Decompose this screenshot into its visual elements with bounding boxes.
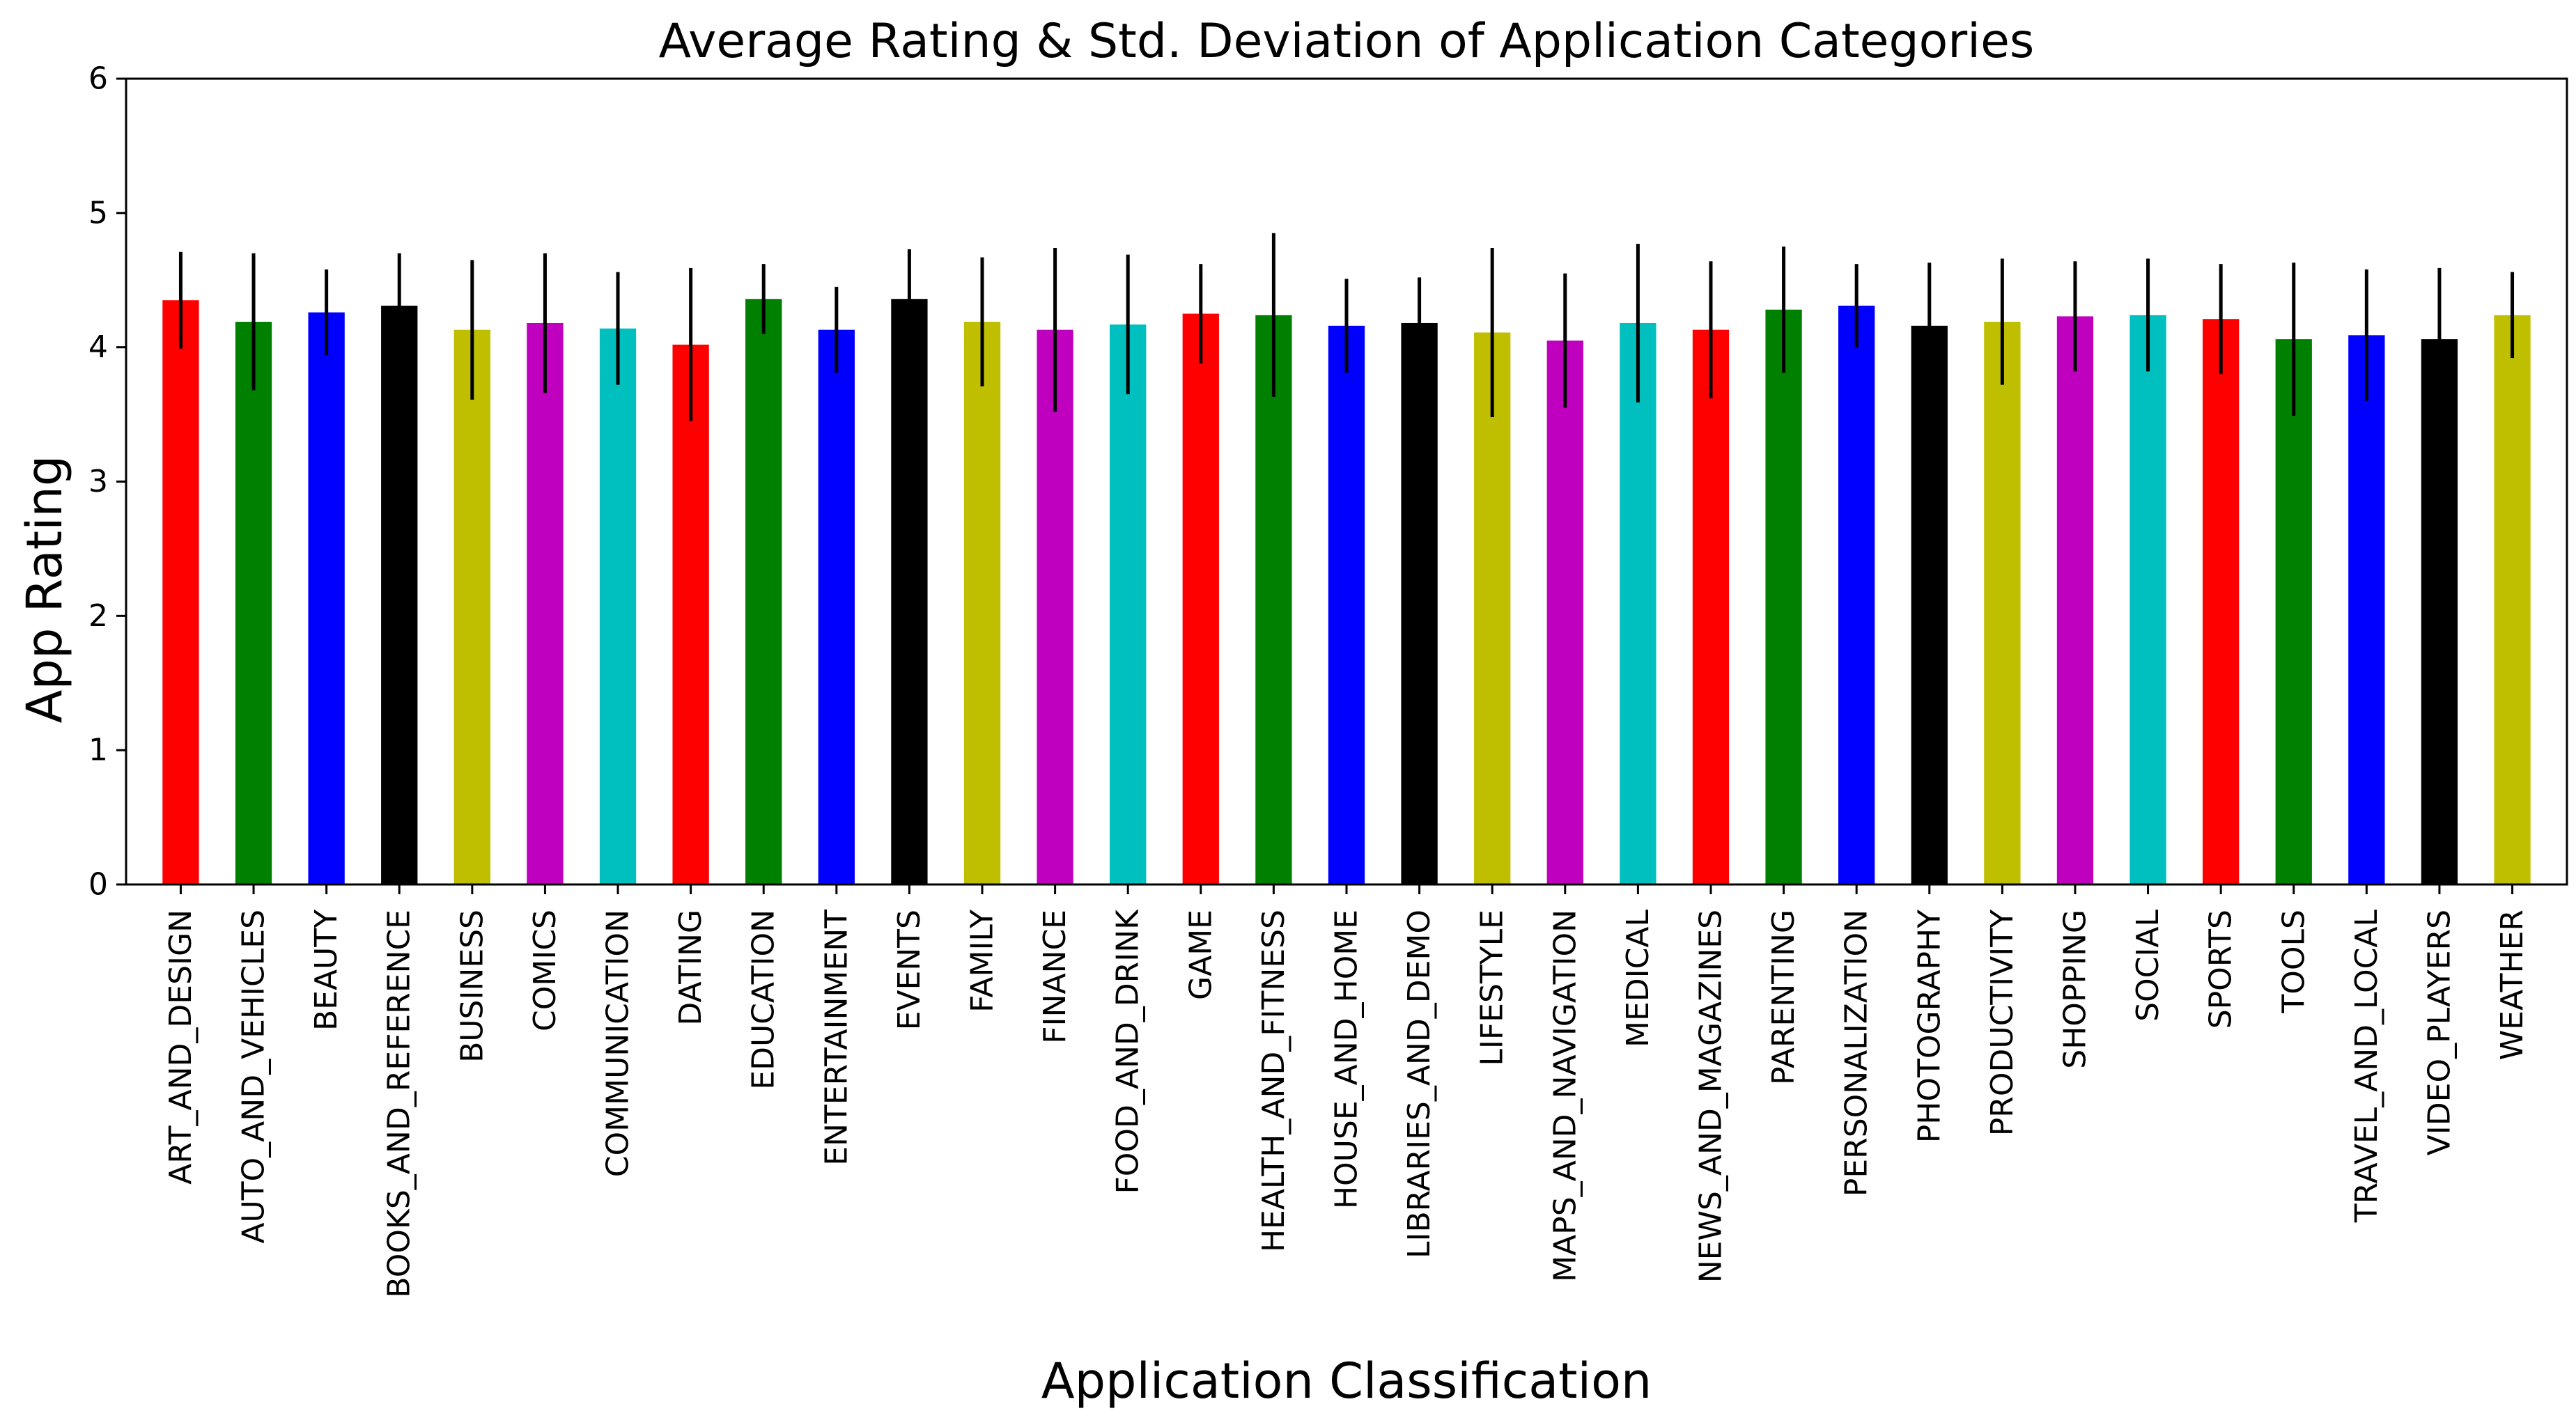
bar-dating <box>672 344 709 884</box>
bar-house-and-home <box>1328 325 1365 884</box>
y-tick-label: 5 <box>88 195 108 231</box>
x-tick-label: PHOTOGRAPHY <box>1911 910 1947 1143</box>
x-tick-label: EDUCATION <box>746 910 782 1090</box>
x-tick-label: TRAVEL_AND_LOCAL <box>2349 910 2384 1224</box>
bar-video-players <box>2421 339 2458 884</box>
bar-finance <box>1037 329 1073 884</box>
x-tick-label: TOOLS <box>2276 910 2311 1014</box>
y-tick-label: 4 <box>88 329 108 365</box>
x-tick-label: COMICS <box>527 910 563 1031</box>
y-axis-ticks: 0 1 2 3 4 5 6 <box>88 61 126 903</box>
bar-comics <box>527 322 564 884</box>
y-tick-label: 6 <box>88 61 108 97</box>
bar-food-and-drink <box>1110 324 1147 884</box>
x-tick-label: HOUSE_AND_HOME <box>1329 910 1365 1209</box>
bar-family <box>963 322 1001 884</box>
x-tick-label: MEDICAL <box>1620 910 1656 1047</box>
y-tick-label: 3 <box>88 464 108 499</box>
x-tick-label: FAMILY <box>965 910 1000 1013</box>
x-tick-label: ENTERTAINMENT <box>818 910 854 1166</box>
x-tick-label: GAME <box>1183 910 1218 1000</box>
x-tick-label: PERSONALIZATION <box>1839 910 1875 1196</box>
bar-tools <box>2275 339 2312 884</box>
bar-weather <box>2494 315 2531 884</box>
bar-education <box>745 299 782 884</box>
x-tick-label: SHOPPING <box>2057 910 2093 1069</box>
x-tick-label: FINANCE <box>1037 910 1073 1044</box>
bar-news-and-magazines <box>1692 329 1730 884</box>
x-tick-label: DATING <box>673 910 708 1026</box>
bar-personalization <box>1838 305 1875 885</box>
bar-communication <box>599 328 637 884</box>
bar-social <box>2129 315 2166 884</box>
bar-shopping <box>2056 316 2094 884</box>
bar-health-and-fitness <box>1255 315 1292 884</box>
x-tick-label: LIFESTYLE <box>1475 910 1510 1066</box>
y-tick-label: 0 <box>88 867 108 903</box>
bar-maps-and-navigation <box>1546 341 1583 884</box>
bar-entertainment <box>818 329 855 884</box>
x-tick-label: BOOKS_AND_REFERENCE <box>382 910 417 1298</box>
bar-art-and-design <box>162 300 199 884</box>
y-axis-label: App Rating <box>16 455 73 724</box>
bar-books-and-reference <box>381 305 418 885</box>
x-tick-label: LIBRARIES_AND_DEMO <box>1402 910 1437 1258</box>
bar-photography <box>1911 325 1948 884</box>
x-tick-label: COMMUNICATION <box>600 910 636 1177</box>
x-tick-label: HEALTH_AND_FITNESS <box>1256 910 1291 1252</box>
x-tick-label: VIDEO_PLAYERS <box>2421 910 2457 1155</box>
plot-frame <box>125 77 2568 886</box>
x-tick-label: FOOD_AND_DRINK <box>1110 909 1146 1194</box>
bars-layer <box>162 299 2531 885</box>
x-tick-label: SPORTS <box>2203 910 2239 1029</box>
bar-lifestyle <box>1474 332 1511 885</box>
bar-beauty <box>308 312 345 884</box>
x-axis-ticks: ART_AND_DESIGN AUTO_AND_VEHICLES BEAUTY BOO… <box>163 884 2530 1298</box>
x-tick-label: SOCIAL <box>2130 910 2166 1022</box>
x-tick-label: BEAUTY <box>309 910 344 1031</box>
x-tick-label: WEATHER <box>2494 910 2530 1060</box>
y-tick-label: 2 <box>88 598 108 634</box>
bar-game <box>1182 313 1219 884</box>
chart-title: Average Rating & Std. Deviation of Appli… <box>659 14 2035 69</box>
x-axis-label: Application Classification <box>1041 1352 1652 1410</box>
x-tick-label: EVENTS <box>892 910 927 1030</box>
x-tick-label: MAPS_AND_NAVIGATION <box>1547 910 1583 1282</box>
bar-events <box>891 299 928 884</box>
x-tick-label: ART_AND_DESIGN <box>163 910 199 1185</box>
x-tick-label: PRODUCTIVITY <box>1985 910 2020 1136</box>
x-tick-label: NEWS_AND_MAGAZINES <box>1693 910 1728 1283</box>
x-tick-label: PARENTING <box>1766 910 1801 1085</box>
error-bars-layer <box>178 233 2515 421</box>
bar-libraries-and-demo <box>1401 322 1438 884</box>
bar-parenting <box>1765 309 1802 884</box>
bar-auto-and-vehicles <box>235 322 272 884</box>
x-tick-label: AUTO_AND_VEHICLES <box>236 910 272 1244</box>
bar-sports <box>2203 319 2240 885</box>
y-tick-label: 1 <box>88 733 108 768</box>
bar-business <box>453 329 490 884</box>
bar-medical <box>1620 322 1656 884</box>
bar-productivity <box>1984 322 2021 884</box>
x-tick-label: BUSINESS <box>454 910 490 1063</box>
bar-travel-and-local <box>2348 335 2385 885</box>
